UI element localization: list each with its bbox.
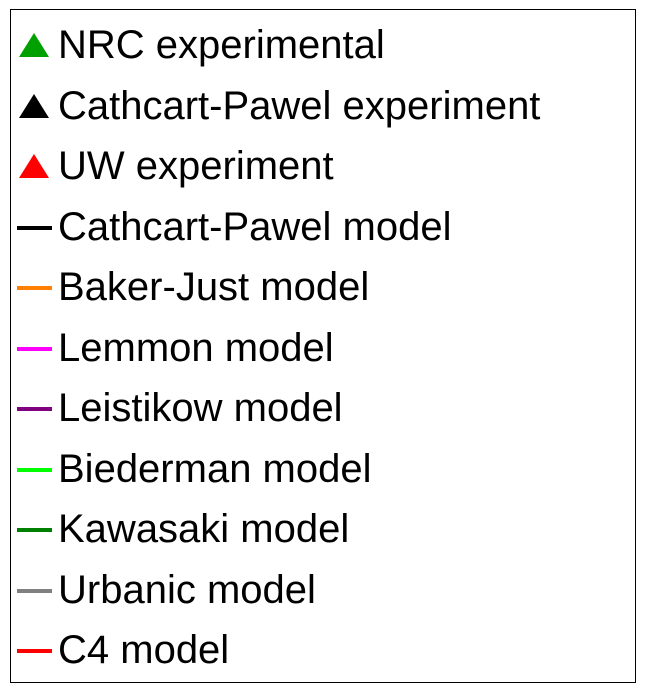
legend-label: UW experiment [58, 144, 334, 188]
triangle-marker-icon [16, 32, 52, 58]
line-marker-icon [16, 395, 52, 421]
legend-item: Biederman model [11, 444, 635, 494]
legend-label: Baker-Just model [58, 265, 370, 309]
legend-item: Urbanic model [11, 565, 635, 615]
legend-label: Kawasaki model [58, 507, 350, 551]
line-marker-icon [16, 516, 52, 542]
legend-item: Leistikow model [11, 383, 635, 433]
triangle-marker-icon [16, 153, 52, 179]
legend-triangle [19, 33, 49, 57]
legend-item: NRC experimental [11, 20, 635, 70]
line-marker-icon [16, 274, 52, 300]
triangle-marker-icon [16, 93, 52, 119]
line-marker-icon [16, 637, 52, 663]
legend-label: Urbanic model [58, 567, 316, 612]
line-marker-icon [16, 577, 52, 603]
legend-item: Cathcart-Pawel experiment [11, 81, 635, 131]
legend-item: Kawasaki model [11, 504, 635, 554]
legend-label: Leistikow model [58, 386, 343, 430]
legend-item: Cathcart-Pawel model [11, 202, 635, 252]
legend-triangle [19, 93, 49, 118]
legend-item: Lemmon model [11, 323, 635, 373]
legend-label: C4 model [58, 628, 230, 672]
line-marker-icon [16, 214, 52, 240]
legend-label: Cathcart-Pawel model [58, 204, 452, 249]
legend-item: Baker-Just model [11, 262, 635, 312]
legend-item: C4 model [11, 625, 635, 675]
line-marker-icon [16, 335, 52, 361]
legend-label: NRC experimental [58, 23, 385, 67]
legend-label: Cathcart-Pawel experiment [58, 83, 541, 128]
legend-box: NRC experimental Cathcart-Pawel experimen… [10, 9, 636, 683]
legend-item: UW experiment [11, 141, 635, 191]
legend-label: Biederman model [58, 446, 372, 491]
legend-label: Lemmon model [58, 325, 334, 370]
line-marker-icon [16, 456, 52, 482]
legend-triangle [19, 154, 49, 178]
